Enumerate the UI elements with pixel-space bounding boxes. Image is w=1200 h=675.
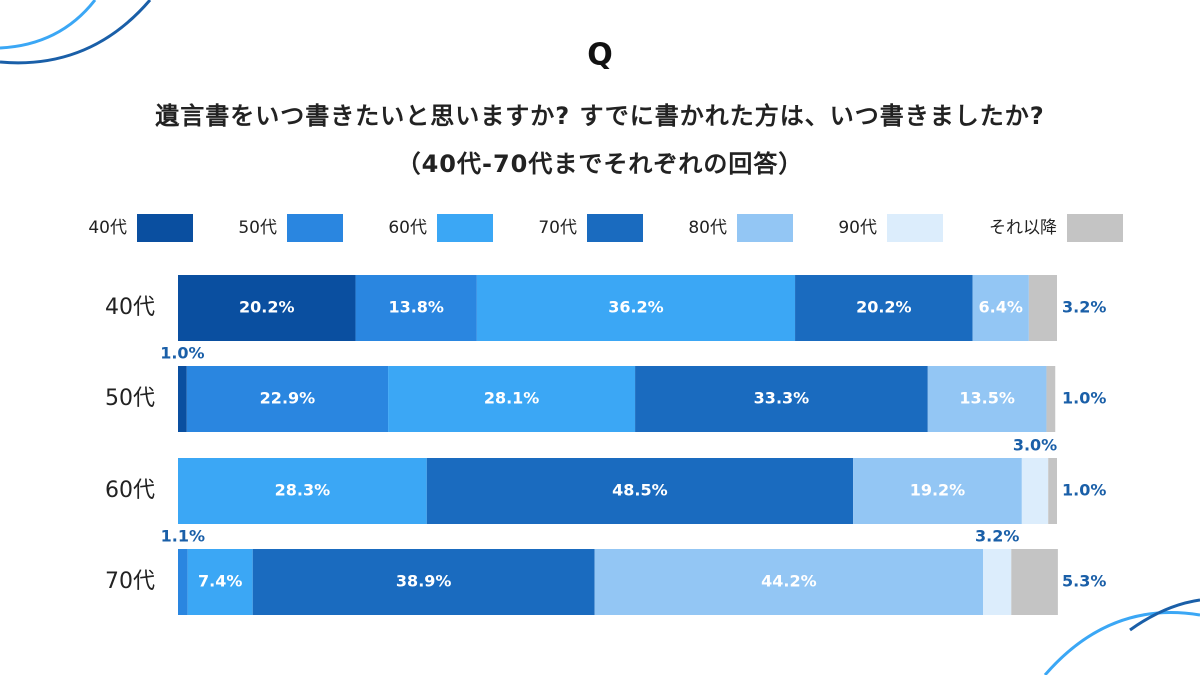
bar-segment — [594, 549, 984, 615]
legend-swatch — [1067, 214, 1123, 242]
legend-swatch — [437, 214, 493, 242]
bar-segment — [983, 549, 1012, 615]
value-label: 1.0% — [160, 344, 204, 363]
legend-label: それ以降 — [989, 218, 1057, 238]
category-label: 40代 — [105, 295, 155, 320]
category-label: 50代 — [105, 386, 155, 411]
bar-segment — [1021, 458, 1049, 524]
value-label: 28.1% — [484, 389, 540, 408]
value-label: 36.2% — [608, 298, 664, 317]
legend-swatch — [737, 214, 793, 242]
chart-subtitle: （40代-70代までそれぞれの回答） — [397, 150, 804, 178]
bar-segment — [178, 549, 188, 615]
value-label: 19.2% — [910, 481, 966, 500]
bar-segment — [178, 275, 356, 341]
value-label: 1.0% — [1062, 389, 1106, 408]
decor-curve — [1043, 611, 1200, 675]
bar-segment — [178, 366, 187, 432]
legend-swatch — [287, 214, 343, 242]
legend-swatch — [587, 214, 643, 242]
legend-label: 40代 — [88, 218, 127, 238]
value-label: 44.2% — [761, 572, 817, 591]
value-label: 33.3% — [754, 389, 810, 408]
bar-segment — [1028, 275, 1057, 341]
bar-segment — [927, 366, 1047, 432]
bar-segment — [388, 366, 636, 432]
bar-segment — [1048, 458, 1057, 524]
legend-swatch — [137, 214, 193, 242]
legend-label: 90代 — [838, 218, 877, 238]
bar-segment — [1046, 366, 1056, 432]
bar-segment — [252, 549, 595, 615]
value-label: 13.5% — [959, 389, 1015, 408]
bar-segment — [635, 366, 928, 432]
bar-segment — [1011, 549, 1058, 615]
decor-curve — [0, 0, 152, 65]
value-label: 3.0% — [1013, 436, 1057, 455]
decor-curve — [0, 0, 97, 50]
bar-segment — [972, 275, 1029, 341]
bar-segment — [186, 366, 389, 432]
logo: Q — [587, 38, 613, 73]
value-label: 20.2% — [239, 298, 295, 317]
value-label: 28.3% — [275, 481, 331, 500]
chart-title: 遺言書をいつ書きたいと思いますか? すでに書かれた方は、いつ書きましたか? — [155, 102, 1044, 130]
value-label: 22.9% — [260, 389, 316, 408]
value-label: 3.2% — [1062, 298, 1106, 317]
value-label: 6.4% — [979, 298, 1023, 317]
value-label: 13.8% — [388, 298, 444, 317]
bar-segment — [795, 275, 973, 341]
legend-label: 70代 — [538, 218, 577, 238]
value-label: 5.3% — [1062, 572, 1106, 591]
bar-segment — [355, 275, 477, 341]
value-label: 48.5% — [612, 481, 668, 500]
bar-segment — [178, 458, 427, 524]
value-label: 7.4% — [198, 572, 242, 591]
category-label: 60代 — [105, 478, 155, 503]
bar-segment — [853, 458, 1022, 524]
category-label: 70代 — [105, 569, 155, 594]
value-label: 1.1% — [161, 527, 205, 546]
value-label: 38.9% — [396, 572, 452, 591]
value-label: 20.2% — [856, 298, 912, 317]
bar-segment — [187, 549, 253, 615]
legend-label: 50代 — [238, 218, 277, 238]
legend-label: 80代 — [688, 218, 727, 238]
decor-curve — [1129, 598, 1200, 632]
legend-label: 60代 — [388, 218, 427, 238]
value-label: 3.2% — [975, 527, 1019, 546]
value-label: 1.0% — [1062, 481, 1106, 500]
bar-segment — [476, 275, 796, 341]
bar-segment — [426, 458, 854, 524]
legend-swatch — [887, 214, 943, 242]
